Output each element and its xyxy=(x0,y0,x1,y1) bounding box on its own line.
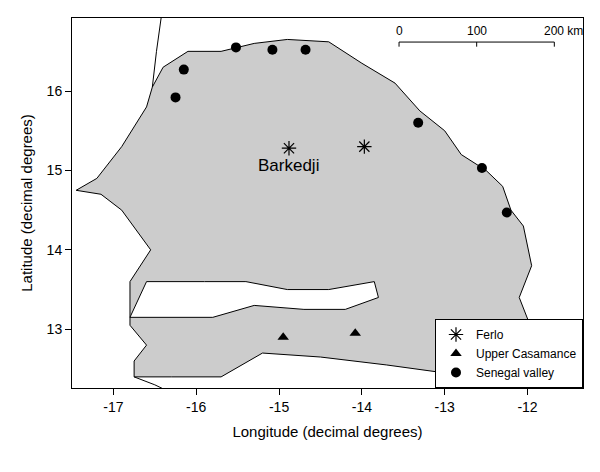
svg-text:-17: -17 xyxy=(103,399,123,415)
svg-text:14: 14 xyxy=(47,242,63,258)
svg-text:Senegal valley: Senegal valley xyxy=(476,366,554,380)
svg-text:13: 13 xyxy=(47,321,63,337)
svg-text:Upper Casamance: Upper Casamance xyxy=(476,347,576,361)
svg-text:100: 100 xyxy=(467,24,487,38)
svg-text:15: 15 xyxy=(47,162,63,178)
svg-text:Barkedji: Barkedji xyxy=(258,156,319,175)
svg-text:0: 0 xyxy=(396,24,403,38)
svg-text:Ferlo: Ferlo xyxy=(476,328,504,342)
svg-text:-14: -14 xyxy=(352,399,372,415)
svg-text:-15: -15 xyxy=(269,399,289,415)
svg-text:200 km: 200 km xyxy=(544,24,583,38)
svg-text:-13: -13 xyxy=(435,399,455,415)
svg-text:Latitude (decimal degrees): Latitude (decimal degrees) xyxy=(18,114,35,292)
svg-text:16: 16 xyxy=(47,83,63,99)
svg-text:-16: -16 xyxy=(186,399,206,415)
svg-text:Longitude (decimal degrees): Longitude (decimal degrees) xyxy=(232,423,422,440)
svg-text:-12: -12 xyxy=(517,399,537,415)
